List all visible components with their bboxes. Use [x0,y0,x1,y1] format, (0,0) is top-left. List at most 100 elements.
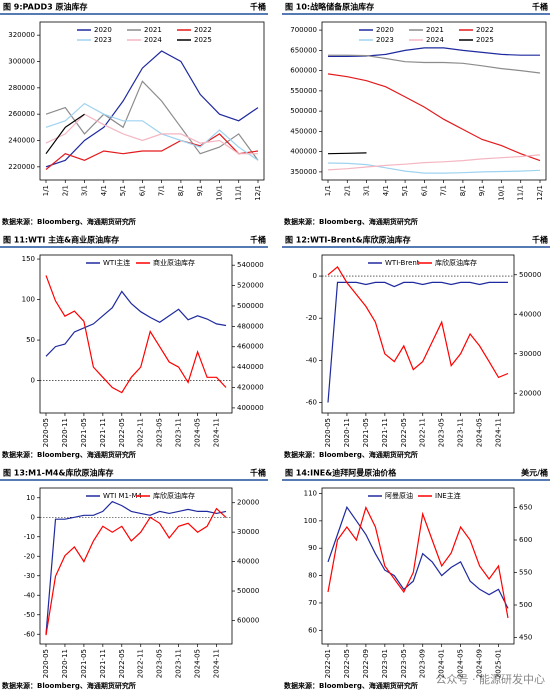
unit-label: 千桶 [250,235,266,245]
x-tick-label: 3/1 [81,185,89,196]
legend-label: 2024 [426,36,444,44]
x-tick-label: 11/1 [517,185,525,201]
y-tick-label: 10 [26,494,35,502]
x-tick-label: 2024-11 [495,418,503,447]
y2-tick-label: 30000 [237,528,259,536]
source-note: 数据来源：Bloomberg、海通期货研究所 [2,681,136,690]
series-line [45,80,259,161]
legend-label: 库欣原油库存 [435,258,477,267]
y-tick-label: 110 [304,489,317,497]
legend-label: 阿曼原油 [385,491,413,500]
y2-tick-label: 650 [519,504,532,512]
x-tick-label: 2022-05 [400,418,408,447]
y-tick-label: 80 [308,572,317,580]
series-line [327,154,541,171]
series-line [328,54,541,74]
x-tick-label: 11/1 [235,185,243,201]
x-tick-label: 12/1 [254,185,262,201]
y-tick-label: 280000 [8,84,35,92]
x-tick-label: 2023-05 [156,649,164,678]
y-tick-label: -10 [24,533,35,541]
y2-tick-label: 550 [519,569,532,577]
y-tick-label: -40 [306,356,317,364]
y2-tick-label: 40000 [237,558,259,566]
x-tick-label: 3/1 [363,185,371,196]
x-tick-label: 1/1 [324,185,332,196]
y2-tick-label: 30000 [519,350,541,358]
x-tick-label: 7/1 [158,185,166,196]
x-tick-label: 9/1 [478,185,486,196]
y-tick-label: 90 [308,544,317,552]
series-line [327,73,541,162]
x-tick-label: 2023-05 [156,418,164,447]
x-tick-label: 2023-05 [438,418,446,447]
y2-tick-label: 500000 [237,302,264,310]
x-tick-label: 2021-05 [80,418,88,447]
legend-label: 商业原油库存 [153,258,195,267]
y-tick-label: -20 [24,552,35,560]
y2-tick-label: 460000 [237,343,264,351]
y-tick-label: 60 [308,626,317,634]
y2-tick-label: 40000 [519,310,541,318]
x-tick-label: 2023-11 [175,649,183,678]
series-line [327,265,509,379]
y2-tick-label: 480000 [237,322,264,330]
y-tick-label: 0 [31,377,35,385]
x-tick-label: 8/1 [459,185,467,196]
y2-tick-label: 20000 [519,389,541,397]
y-tick-label: -40 [24,591,35,599]
x-tick-label: 2020-05 [324,418,332,447]
y-tick-label: 350000 [290,168,317,176]
y-tick-label: -60 [306,398,317,406]
y-tick-label: 240000 [8,137,35,145]
x-tick-label: 2024-11 [213,649,221,678]
legend-label: 2021 [426,26,444,34]
x-tick-label: 10/1 [215,185,223,201]
series-line [45,113,258,155]
x-tick-label: 2023-11 [457,418,465,447]
legend-label: 2025 [476,36,494,44]
x-tick-label: 2020-05 [42,649,50,678]
x-tick-label: 5/1 [119,185,127,196]
x-tick-label: 2024-09 [476,649,484,678]
x-tick-label: 2024-11 [213,418,221,447]
x-tick-label: 2021-05 [80,649,88,678]
source-note: 数据来源：Bloomberg、海通期货研究所 [284,217,418,226]
x-tick-label: 2024-05 [194,649,202,678]
x-tick-label: 2021-05 [362,418,370,447]
unit-label: 千桶 [250,468,266,478]
x-tick-label: 6/1 [138,185,146,196]
y-tick-label: -60 [24,630,35,638]
y-tick-label: 500000 [290,107,317,115]
x-tick-label: 4/1 [382,185,390,196]
unit-label: 千桶 [532,235,548,245]
y2-tick-label: 420000 [237,384,264,392]
x-tick-label: 2020-05 [42,418,50,447]
unit-label: 美元/桶 [521,468,548,478]
legend-label: 2023 [376,36,394,44]
legend-label: WTI M1-M4 [103,492,143,500]
x-tick-label: 2021-11 [381,418,389,447]
watermark: 公众号 · 能源研发中心 [436,672,546,686]
series-line [45,290,227,357]
y-tick-label: 600000 [290,67,317,75]
y2-tick-label: 500 [519,601,532,609]
legend-label: 2022 [476,26,494,34]
x-tick-label: 7/1 [440,185,448,196]
x-tick-label: 2024-05 [457,649,465,678]
y2-tick-label: 450 [519,634,532,642]
plot-frame [39,254,233,414]
x-tick-label: 2024-01 [438,649,446,678]
y-tick-label: 50 [26,336,35,344]
legend-label: WTI-Brent [385,259,420,267]
y-tick-label: 260000 [8,110,35,118]
legend-label: 2024 [144,36,162,44]
y-tick-label: -50 [24,611,35,619]
x-tick-label: 2022-11 [419,418,427,447]
chart-title: 图 10:战略储备原油库存 [285,2,374,12]
x-tick-label: 2022-11 [137,649,145,678]
y-tick-label: 550000 [290,87,317,95]
x-tick-label: 2022-05 [118,649,126,678]
series-line [45,500,227,635]
